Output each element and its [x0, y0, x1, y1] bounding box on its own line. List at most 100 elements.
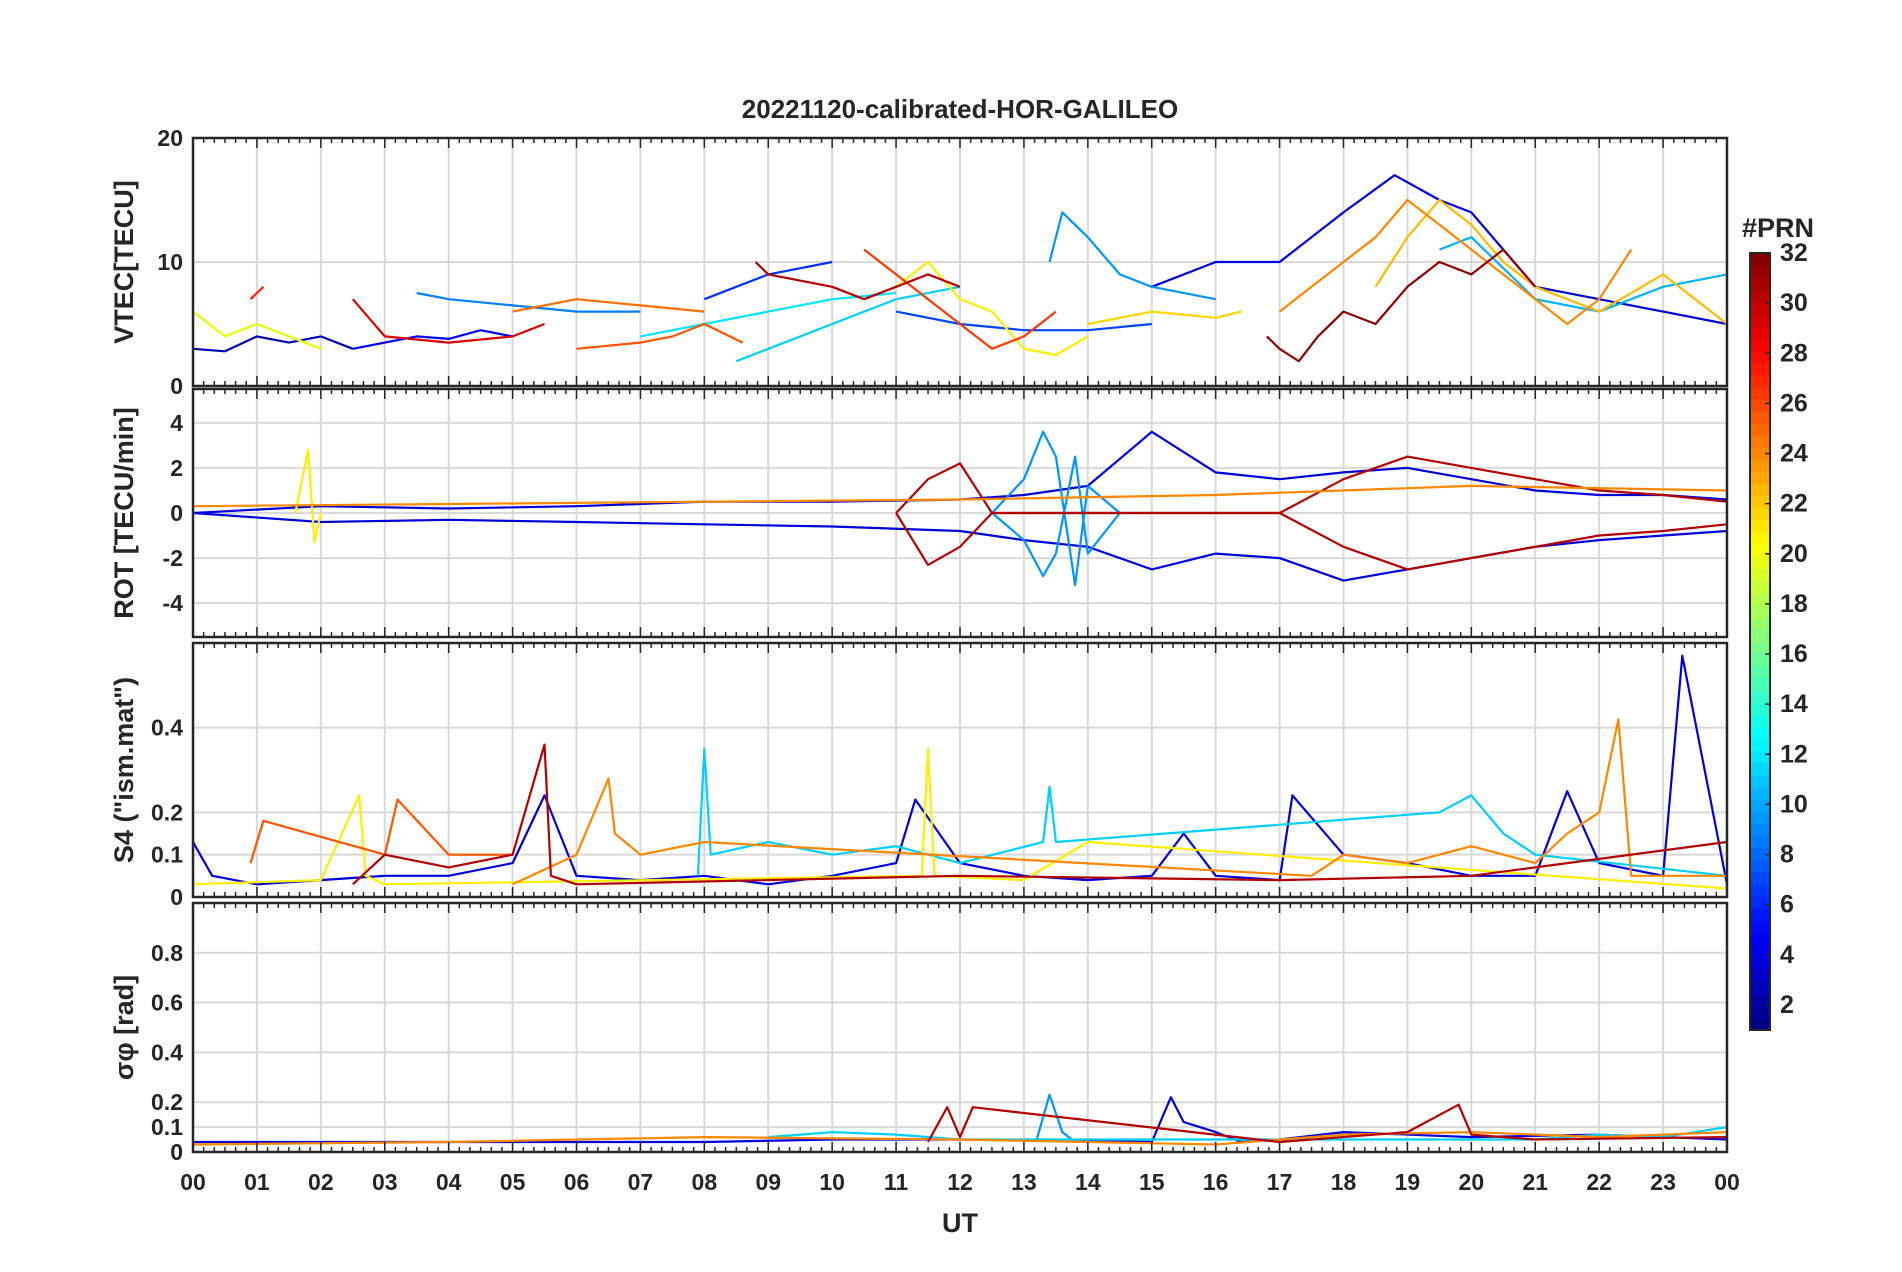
colorbar-segment — [1750, 1005, 1770, 1019]
colorbar-segment — [1750, 374, 1770, 388]
panel-s4: 0 0.1 0.2 0.4 S4 ("ism.mat") — [109, 641, 1729, 910]
series-line-prn-6 — [895, 310, 1152, 332]
y-tick-label: 10 — [157, 249, 183, 275]
colorbar-segment — [1750, 690, 1770, 703]
colorbar-tick-label: 30 — [1780, 289, 1808, 317]
colorbar-segment — [1750, 289, 1770, 303]
x-tick-label: 17 — [1267, 1169, 1293, 1195]
colorbar-segment — [1750, 981, 1770, 995]
colorbar-label: #PRN — [1742, 213, 1814, 243]
colorbar-tick-label: 16 — [1780, 640, 1808, 668]
x-tick-label: 04 — [436, 1169, 462, 1195]
colorbar-segment — [1750, 301, 1770, 315]
colorbar-segment — [1750, 750, 1770, 764]
x-tick-label: 05 — [500, 1169, 526, 1195]
colorbar-segment — [1750, 884, 1770, 898]
colorbar-segment — [1750, 459, 1770, 473]
y-tick-label: 0.1 — [151, 1114, 183, 1140]
colorbar-segment — [1750, 532, 1770, 545]
series-line-prn-31 — [352, 743, 1727, 886]
colorbar-tick-label: 6 — [1780, 891, 1794, 919]
colorbar-segment — [1750, 641, 1770, 655]
y-tick-label: 0.4 — [151, 1039, 183, 1065]
colorbar-segment — [1750, 350, 1770, 363]
colorbar-segment — [1750, 253, 1770, 266]
series-line-prn-9 — [1035, 1093, 1076, 1143]
y-axis-label: ROT [TECU/min] — [109, 407, 139, 618]
colorbar-segment — [1750, 398, 1770, 412]
panel-rot: -4 -2 0 2 4 ROT [TECU/min] — [109, 387, 1729, 639]
series-line-prn-9 — [991, 430, 1121, 587]
series-line-prn-8 — [416, 291, 641, 313]
colorbar-segment — [1750, 726, 1770, 740]
series-line-prn-3 — [193, 654, 1727, 886]
series-line-prn-12 — [768, 1126, 1727, 1141]
colorbar-segment — [1750, 386, 1770, 400]
colorbar-segment — [1750, 860, 1770, 873]
colorbar-tick-label: 10 — [1780, 790, 1808, 818]
colorbar-segment — [1750, 568, 1770, 582]
colorbar-tick-label: 2 — [1780, 991, 1794, 1019]
colorbar-frame — [1749, 252, 1771, 1031]
series-line-prn-24 — [193, 484, 1727, 508]
series-line-prn-26 — [576, 322, 744, 350]
series-line-prn-25 — [512, 298, 705, 313]
x-tick-label: 18 — [1331, 1169, 1357, 1195]
colorbar-segment — [1750, 787, 1770, 800]
colorbar-segment — [1750, 762, 1770, 776]
colorbar-segment — [1750, 520, 1770, 533]
x-tick-label: 03 — [372, 1169, 398, 1195]
y-tick-label: 0 — [170, 884, 183, 910]
y-axis-label: σφ [rad] — [109, 975, 139, 1080]
x-tick-label: 21 — [1522, 1169, 1548, 1195]
colorbar-segment — [1750, 872, 1770, 885]
series-line-prn-3 — [193, 430, 1727, 515]
series-line-prn-19 — [193, 310, 322, 350]
series-line-prn-12 — [696, 747, 1727, 877]
colorbar-tick-label: 14 — [1780, 690, 1808, 718]
colorbar-tick-label: 12 — [1780, 740, 1808, 768]
x-tick-label: 11 — [884, 1169, 909, 1195]
x-tick-label: 07 — [628, 1169, 654, 1195]
series-line-prn-24 — [512, 718, 1727, 886]
colorbar-segment — [1750, 629, 1770, 643]
colorbar-segment — [1750, 337, 1770, 351]
x-tick-label: 08 — [692, 1169, 718, 1195]
x-tick-label: 13 — [1011, 1169, 1037, 1195]
series-line-prn-21 — [1087, 310, 1242, 326]
series-line-prn-9 — [1048, 211, 1216, 301]
x-tick-label: 12 — [947, 1169, 973, 1195]
colorbar-tick-label: 18 — [1780, 590, 1808, 618]
colorbar-tick-label: 4 — [1780, 941, 1794, 969]
x-tick-label: 10 — [819, 1169, 845, 1195]
y-axis-label: VTEC[TECU] — [109, 180, 139, 344]
colorbar-segment — [1750, 847, 1770, 861]
colorbar-segment — [1750, 422, 1770, 436]
axes-frame — [191, 387, 1729, 639]
colorbar-segment — [1750, 896, 1770, 910]
series-line-prn-26 — [249, 798, 513, 864]
x-tick-label: 20 — [1459, 1169, 1485, 1195]
series-line-prn-31 — [754, 261, 961, 301]
colorbar-segment — [1750, 738, 1770, 752]
colorbar-segment — [1750, 775, 1770, 788]
panel-sigma_phi: 00.10.2 0.4 0.6 0.8 σφ [rad] — [109, 901, 1729, 1165]
colorbar-segment — [1750, 507, 1770, 521]
y-tick-label: 0.1 — [151, 842, 183, 868]
colorbar-segment — [1750, 580, 1770, 594]
y-tick-label: 0 — [170, 500, 183, 526]
x-tick-label: 01 — [244, 1169, 270, 1195]
y-tick-label: 0.2 — [151, 1089, 183, 1115]
y-axis-label: S4 ("ism.mat") — [109, 677, 139, 863]
series-line-prn-22 — [1374, 198, 1727, 325]
colorbar-tick-label: 26 — [1780, 389, 1808, 417]
series-line-prn-28 — [249, 286, 265, 300]
axes-frame — [191, 901, 1729, 1154]
colorbar-segment — [1750, 362, 1770, 376]
series-line-prn-3 — [193, 1096, 1727, 1144]
y-tick-label: 0 — [170, 1139, 183, 1165]
colorbar-segment — [1750, 920, 1770, 934]
colorbar-segment — [1750, 702, 1770, 715]
